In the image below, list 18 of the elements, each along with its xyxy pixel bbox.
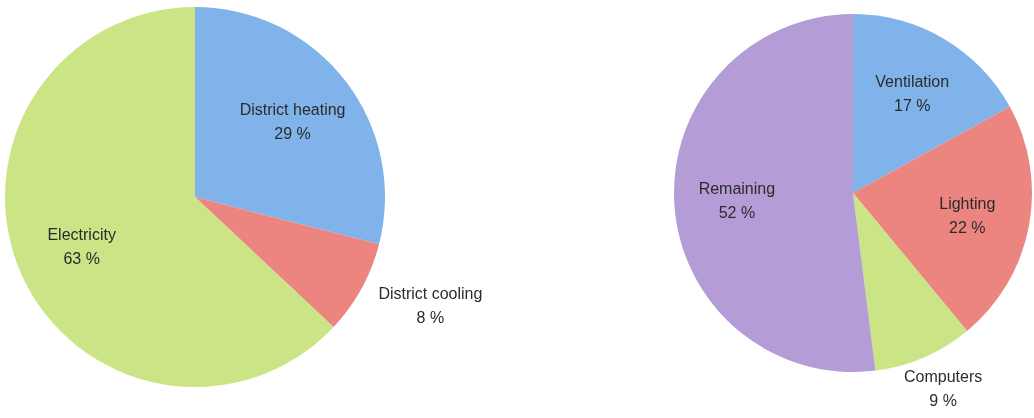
data-label: 52 % (718, 203, 756, 221)
pie-slice (195, 7, 385, 245)
data-label: 63 % (63, 249, 100, 267)
data-label: 8 % (416, 308, 445, 326)
pie-slice (674, 14, 876, 372)
slice-label: District heating (239, 100, 346, 118)
data-label: 17 % (893, 96, 931, 114)
slice-label: Ventilation (875, 72, 950, 90)
slice-label: Lighting (939, 194, 996, 212)
slice-label: Electricity (47, 225, 116, 243)
slice-label: Computers (903, 367, 983, 385)
data-label: 9 % (929, 391, 957, 409)
slice-label: Remaining (698, 179, 776, 197)
data-label: 22 % (949, 218, 986, 236)
pie-slice (853, 14, 1010, 193)
data-label: 29 % (274, 124, 311, 142)
pie-slice (195, 197, 380, 328)
slice-label: District cooling (378, 284, 483, 302)
